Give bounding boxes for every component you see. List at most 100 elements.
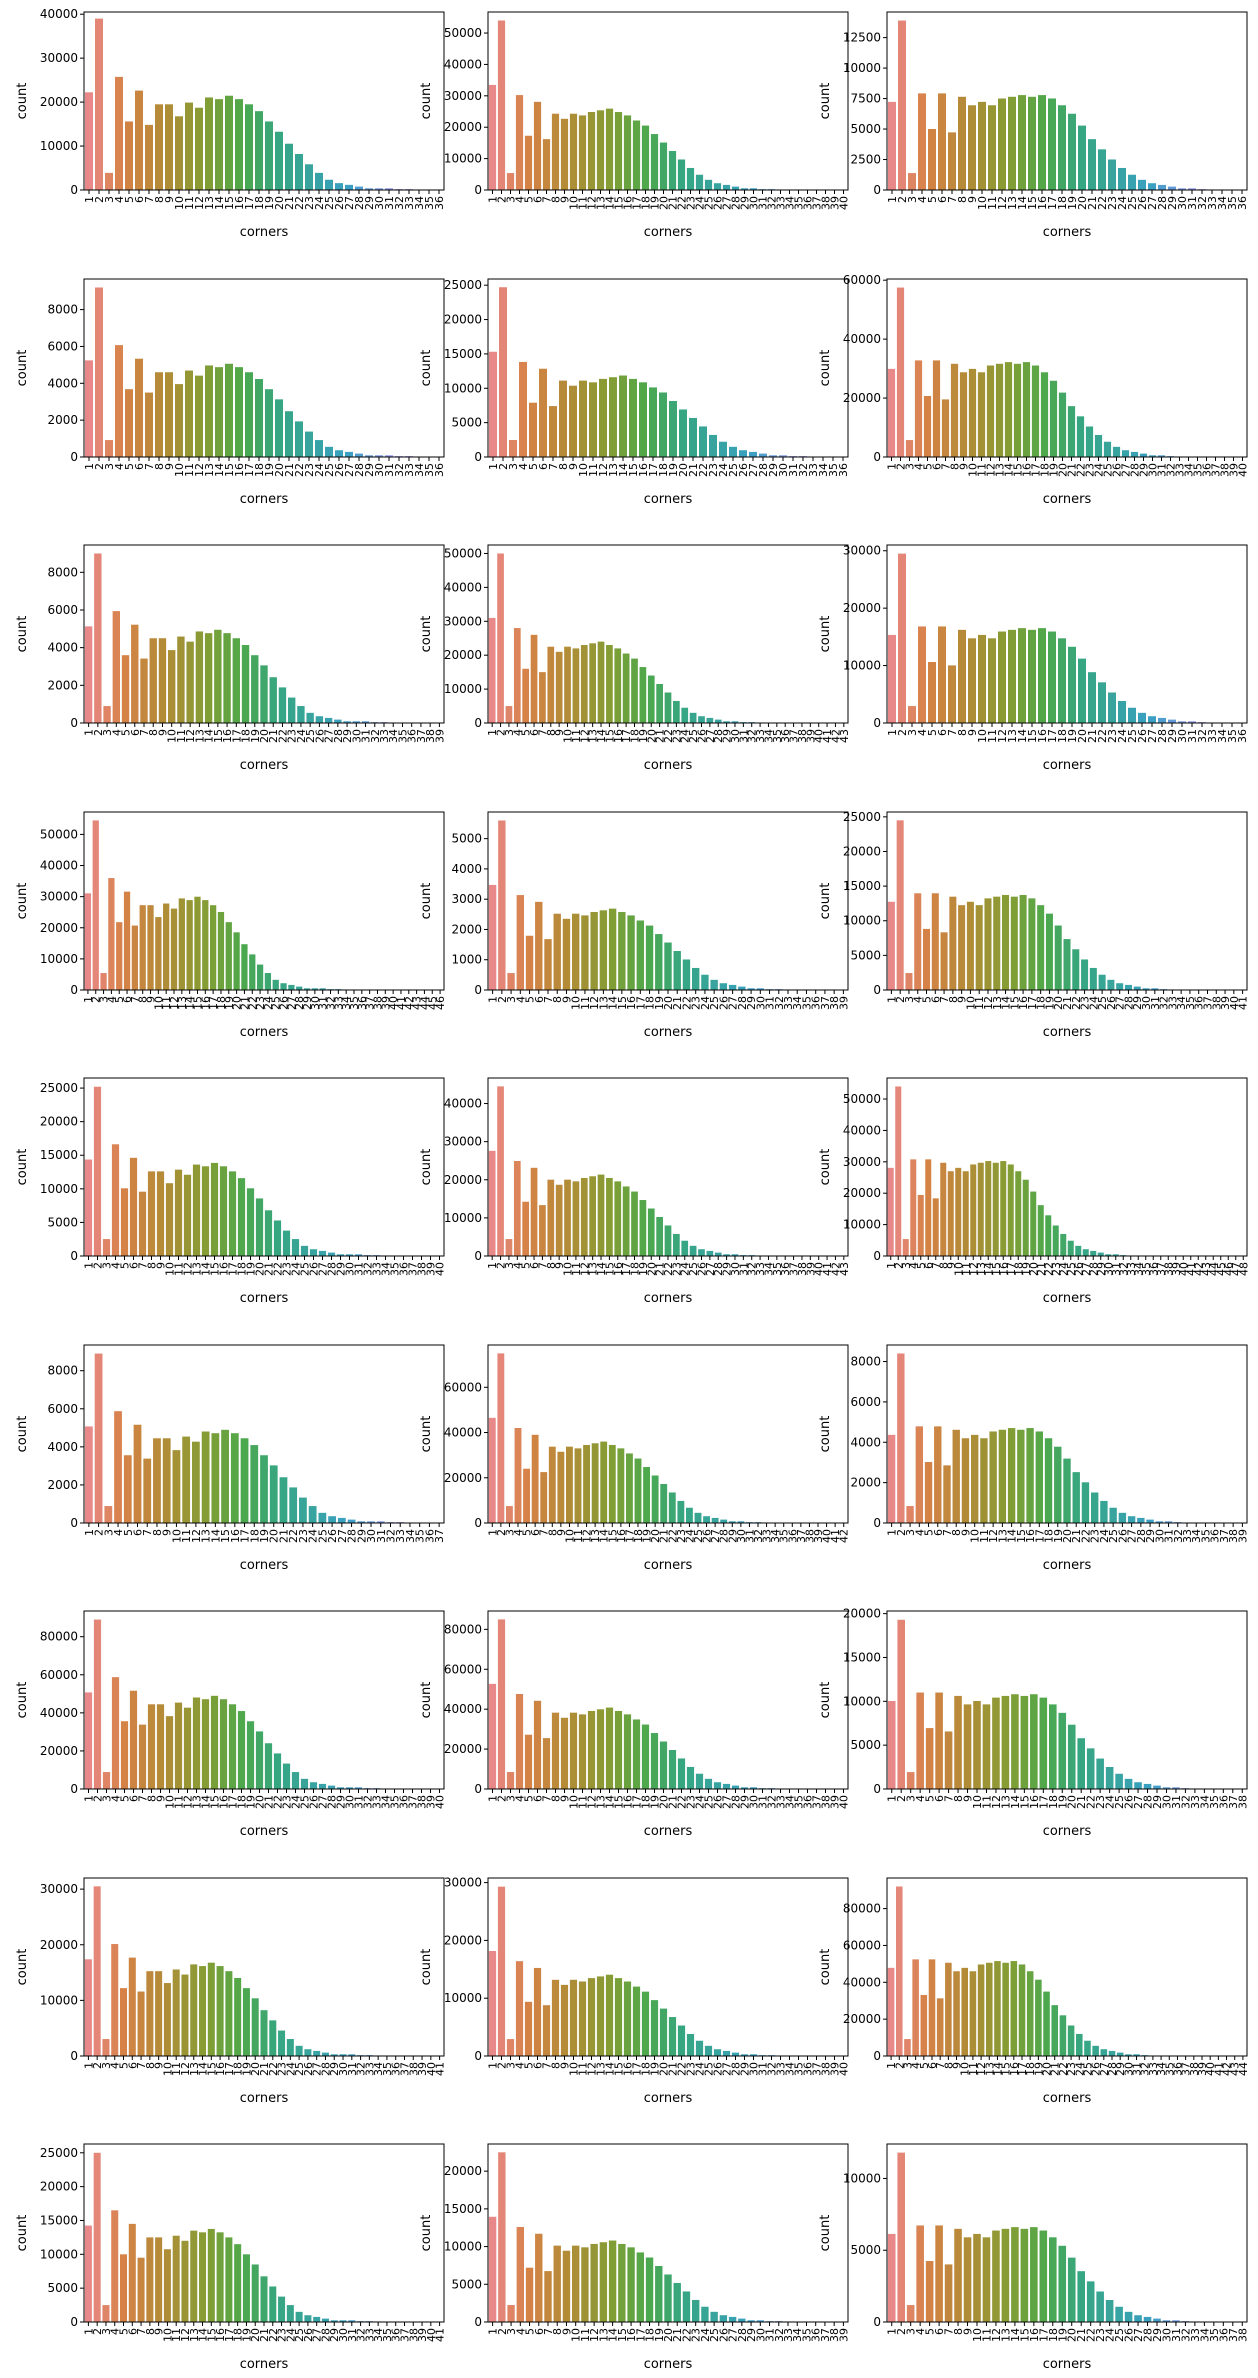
x-tick-label: 17 xyxy=(1046,729,1059,743)
x-tick-label: 27 xyxy=(1098,2062,1111,2076)
y-tick-label: 1000 xyxy=(451,953,482,967)
y-axis-label: count xyxy=(818,1149,833,1186)
x-tick-label: 34 xyxy=(413,463,426,477)
x-tick-label: 24 xyxy=(307,1529,320,1543)
x-tick-label: 12 xyxy=(588,996,601,1010)
bar-19 xyxy=(1058,1712,1067,1789)
bar-4 xyxy=(513,628,521,723)
y-tick-label: 4000 xyxy=(451,862,482,876)
x-tick-label: 28 xyxy=(712,729,725,743)
bar-14 xyxy=(608,2240,617,2322)
x-tick-label: 30 xyxy=(729,1262,742,1276)
x-tick-label: 31 xyxy=(383,463,396,477)
x-tick-label: 31 xyxy=(1156,463,1169,477)
x-tick-label: 3 xyxy=(100,2062,113,2069)
bar-11 xyxy=(589,382,597,457)
x-tick-label: 5 xyxy=(119,1795,132,1802)
x-tick-label: 13 xyxy=(996,1529,1009,1543)
bar-11 xyxy=(182,1436,191,1523)
bar-2 xyxy=(897,1353,905,1523)
y-tick-label: 15000 xyxy=(40,1148,78,1162)
x-tick-label: 28 xyxy=(1142,1795,1155,1809)
bar-15 xyxy=(214,629,222,723)
bar-26 xyxy=(1138,179,1146,190)
x-tick-label: 12 xyxy=(586,1795,599,1809)
x-tick-label: 35 xyxy=(414,1529,427,1543)
x-tick-label: 25 xyxy=(1126,729,1139,743)
x-tick-label: 4 xyxy=(912,996,925,1003)
bar-2 xyxy=(95,18,103,191)
x-tick-label: 35 xyxy=(1199,1529,1212,1543)
bar-12 xyxy=(195,375,203,457)
bar-5 xyxy=(125,121,133,190)
x-tick-label: 24 xyxy=(290,1795,303,1809)
y-tick-label: 0 xyxy=(474,1782,482,1796)
bar-26 xyxy=(304,2049,312,2056)
x-tick-label: 28 xyxy=(730,1795,743,1809)
bar-18 xyxy=(250,1445,259,1523)
bar-5 xyxy=(928,662,936,723)
x-tick-label: 7 xyxy=(946,729,959,736)
x-tick-label: 27 xyxy=(1132,1795,1145,1809)
x-tick-label: 10 xyxy=(170,1529,183,1543)
x-tick-label: 14 xyxy=(1006,1529,1019,1543)
y-tick-label: 60000 xyxy=(843,1938,881,1952)
bar-2 xyxy=(895,1086,902,1256)
y-tick-label: 40000 xyxy=(843,1975,881,1989)
x-tick-label: 2 xyxy=(496,1795,509,1802)
x-tick-label: 30 xyxy=(1160,1795,1173,1809)
x-axis-label: corners xyxy=(644,1824,693,1839)
bar-27 xyxy=(706,717,714,723)
bar-21 xyxy=(264,1210,273,1256)
x-tick-label: 30 xyxy=(754,996,767,1010)
bar-2 xyxy=(92,820,99,990)
x-tick-label: 19 xyxy=(249,729,262,743)
x-tick-label: 15 xyxy=(613,1795,626,1809)
bar-9 xyxy=(147,905,154,990)
x-tick-label: 40 xyxy=(434,1262,447,1276)
x-tick-label: 7 xyxy=(938,996,951,1003)
x-tick-label: 19 xyxy=(1043,996,1056,1010)
bar-24 xyxy=(1076,2033,1083,2056)
bar-22 xyxy=(677,1758,686,1789)
x-tick-label: 30 xyxy=(1176,196,1189,210)
x-tick-label: 29 xyxy=(328,2328,341,2342)
bar-29 xyxy=(365,188,373,190)
x-tick-label: 21 xyxy=(658,1529,671,1543)
x-tick-label: 39 xyxy=(1236,1529,1249,1543)
x-tick-label: 5 xyxy=(118,2062,131,2069)
x-tick-label: 35 xyxy=(423,463,436,477)
bar-5 xyxy=(120,2254,128,2322)
x-tick-label: 5 xyxy=(922,463,935,470)
y-tick-label: 2000 xyxy=(850,1476,881,1490)
bar-12 xyxy=(989,1431,997,1523)
bar-30 xyxy=(779,455,787,457)
x-tick-label: 39 xyxy=(812,1529,825,1543)
x-tick-label: 1 xyxy=(487,463,500,470)
bar-13 xyxy=(205,365,213,457)
x-tick-label: 25 xyxy=(1102,463,1115,477)
x-tick-label: 38 xyxy=(1219,463,1232,477)
x-tick-label: 39 xyxy=(1219,996,1232,1010)
x-axis-label: corners xyxy=(644,1025,693,1040)
x-tick-label: 20 xyxy=(1066,1795,1079,1809)
x-tick-label: 8 xyxy=(153,463,166,470)
x-tick-label: 12 xyxy=(179,2328,192,2342)
y-axis-label: count xyxy=(419,2215,434,2252)
bar-16 xyxy=(202,900,209,990)
x-tick-label: 43 xyxy=(838,729,851,743)
bar-12 xyxy=(599,378,607,457)
bar-25 xyxy=(710,979,718,990)
x-tick-label: 3 xyxy=(505,196,518,203)
y-tick-label: 30000 xyxy=(843,1155,881,1169)
x-tick-label: 9 xyxy=(156,729,169,736)
x-tick-label: 6 xyxy=(532,196,545,203)
bar-22 xyxy=(273,1220,282,1256)
y-tick-label: 10000 xyxy=(444,1211,482,1225)
x-tick-label: 33 xyxy=(807,463,820,477)
x-tick-label: 13 xyxy=(589,1529,602,1543)
bar-13 xyxy=(192,1697,201,1789)
bar-21 xyxy=(241,944,248,990)
x-tick-label: 26 xyxy=(1116,1529,1129,1543)
x-tick-label: 14 xyxy=(213,196,226,210)
